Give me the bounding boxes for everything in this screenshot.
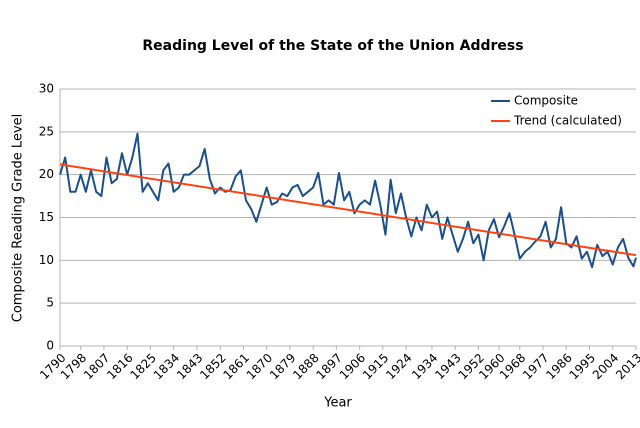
x-tick-label: 1807	[81, 351, 112, 382]
y-tick-label: 25	[39, 124, 54, 138]
legend-label: Trend (calculated)	[513, 114, 622, 128]
x-tick-label: 1943	[432, 351, 463, 382]
x-tick-label: 2004	[590, 351, 621, 382]
x-tick-label: 1977	[520, 351, 551, 382]
x-tick-label: 1816	[104, 351, 135, 382]
x-tick-label: 1825	[128, 351, 159, 382]
x-tick-label: 1861	[220, 351, 251, 382]
x-tick-label: 1934	[409, 351, 440, 382]
x-axis-label: Year	[323, 396, 352, 411]
y-tick-label: 15	[39, 210, 54, 224]
x-tick-label: 1843	[174, 351, 205, 382]
x-tick-label: 1924	[383, 351, 414, 382]
series-line	[59, 163, 637, 257]
x-tick-label: 1995	[567, 351, 598, 382]
x-tick-label: 1834	[151, 351, 182, 382]
x-tick-label: 1852	[197, 351, 228, 382]
legend-label: Composite	[514, 94, 578, 108]
x-tick-label: 1897	[313, 351, 344, 382]
chart-title: Reading Level of the State of the Union …	[142, 38, 523, 54]
y-tick-label: 20	[39, 167, 54, 181]
y-tick-label: 10	[39, 253, 54, 267]
y-tick-label: 30	[39, 82, 54, 96]
x-tick-label: 1986	[543, 351, 574, 382]
x-tick-label: 1915	[360, 351, 391, 382]
series-line	[59, 132, 637, 269]
x-tick-label: 1906	[337, 351, 368, 382]
y-tick-label: 0	[46, 339, 54, 353]
x-tick-label: 1888	[290, 351, 321, 382]
x-tick-label: 1879	[267, 351, 298, 382]
x-tick-label: 1870	[244, 351, 275, 382]
x-tick-label: 2013	[613, 351, 640, 382]
y-tick-label: 5	[46, 296, 54, 310]
y-axis-label: Composite Reading Grade Level	[11, 114, 26, 323]
